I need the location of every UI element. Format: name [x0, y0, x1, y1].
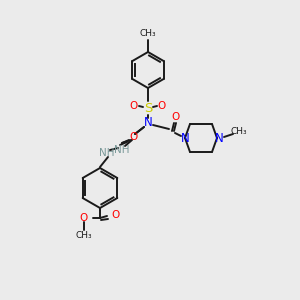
Text: NH: NH	[114, 145, 130, 155]
Text: CH₃: CH₃	[231, 128, 247, 136]
Text: CH₃: CH₃	[76, 232, 92, 241]
Text: N: N	[214, 131, 224, 145]
Text: O: O	[171, 112, 179, 122]
Text: NH: NH	[99, 148, 115, 158]
Text: O: O	[158, 101, 166, 111]
Text: S: S	[144, 101, 152, 115]
Text: N: N	[181, 131, 189, 145]
Text: N: N	[144, 116, 152, 128]
Text: O: O	[80, 213, 88, 223]
Text: O: O	[112, 210, 120, 220]
Text: CH₃: CH₃	[140, 29, 156, 38]
Text: O: O	[130, 101, 138, 111]
Text: O: O	[130, 132, 138, 142]
